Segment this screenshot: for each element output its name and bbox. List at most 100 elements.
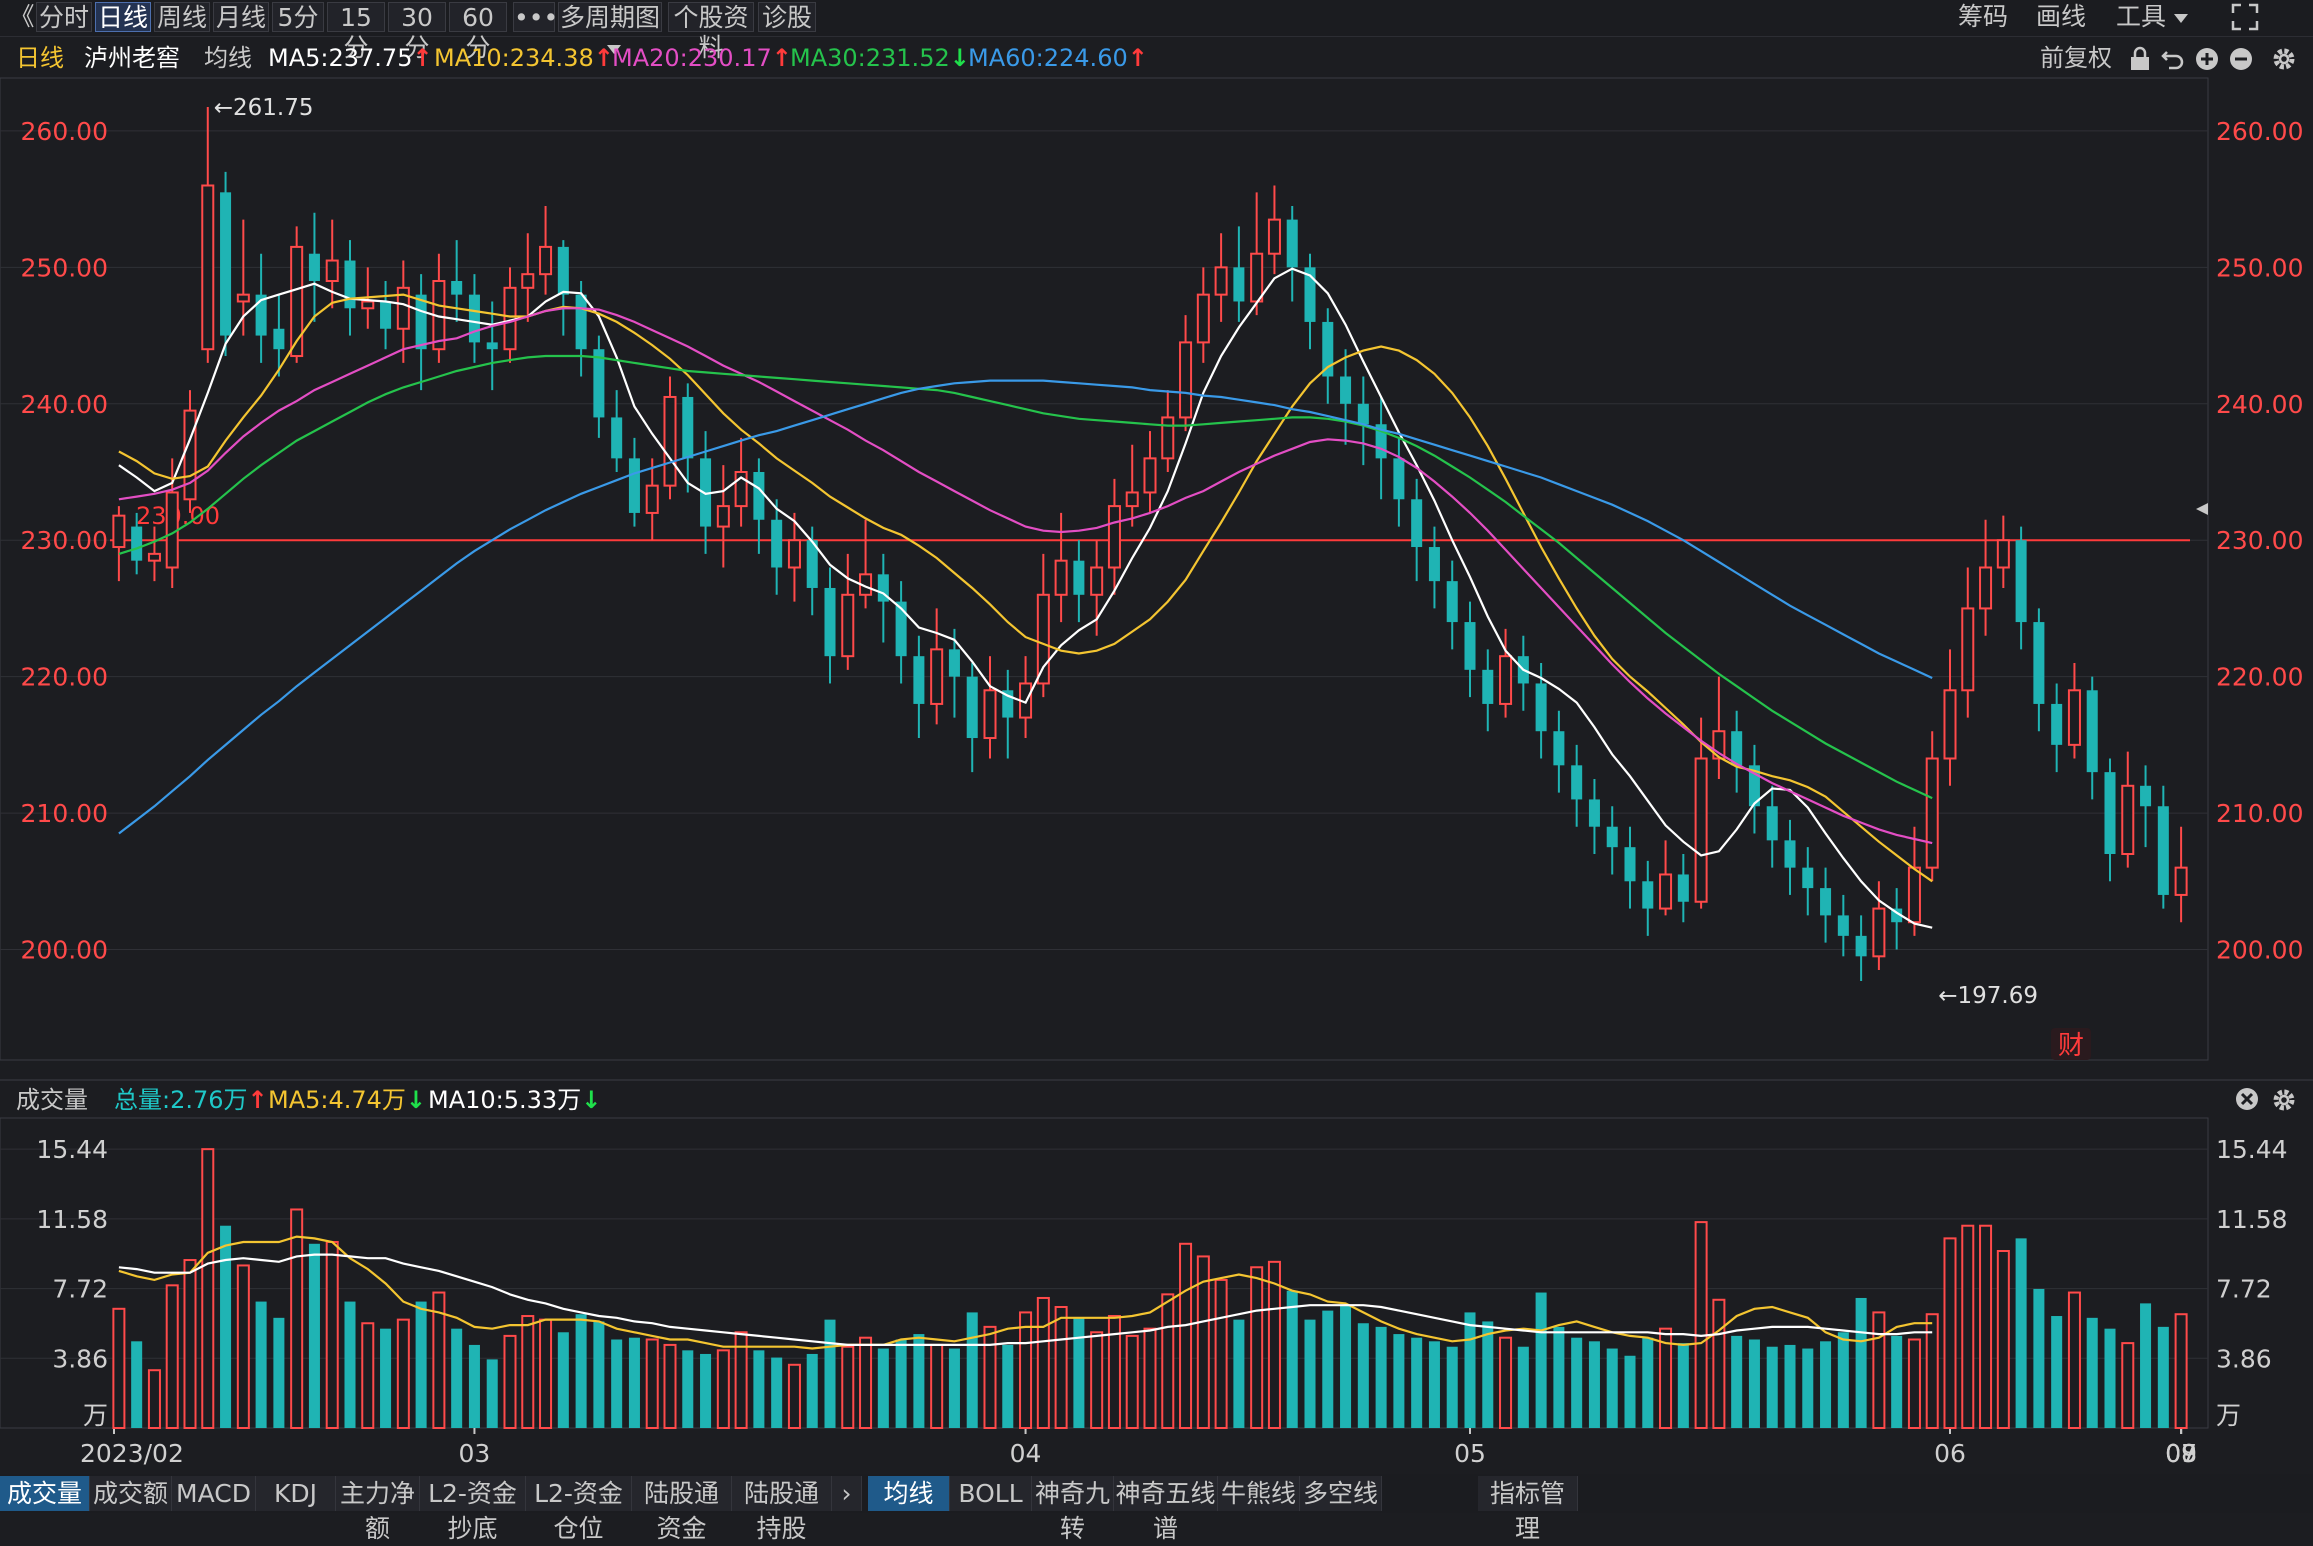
arrow-up-icon: ↑ bbox=[247, 1086, 268, 1114]
tab-magic-five[interactable]: 神奇五线谱 bbox=[1114, 1476, 1218, 1543]
fullscreen-icon[interactable] bbox=[2230, 2, 2260, 32]
volume-bar-down bbox=[380, 1328, 392, 1428]
volume-bar-up bbox=[1979, 1224, 1993, 1429]
tab-ma[interactable]: 均线 bbox=[868, 1476, 950, 1511]
candle-body-up bbox=[1125, 491, 1139, 508]
volume-bar-up bbox=[112, 1307, 126, 1430]
tab-intraday[interactable]: 分时 bbox=[36, 2, 92, 32]
arrow-down-icon: ↓ bbox=[949, 44, 970, 72]
tab-15min[interactable]: 15分 bbox=[327, 2, 385, 62]
adjust-mode-button[interactable]: 前复权 bbox=[2040, 44, 2112, 72]
tools-dropdown[interactable]: 工具 bbox=[2116, 2, 2189, 32]
candle-body-up bbox=[1694, 757, 1708, 903]
close-icon[interactable] bbox=[2234, 1086, 2260, 1122]
volume-bar-down bbox=[700, 1353, 712, 1428]
candle-body-down bbox=[2157, 806, 2169, 895]
candle-body-up bbox=[325, 259, 339, 282]
candle-body-down bbox=[2033, 622, 2045, 704]
volume-bar-down bbox=[1304, 1319, 1316, 1428]
tab-macd[interactable]: MACD bbox=[172, 1476, 256, 1511]
volume-bar-up bbox=[361, 1322, 375, 1430]
more-periods-button[interactable]: ••• bbox=[513, 2, 559, 32]
price-tick-label: 200.00 bbox=[21, 936, 108, 965]
tab-30min[interactable]: 30分 bbox=[388, 2, 446, 62]
ma5-text: MA5:237.75 bbox=[268, 44, 413, 72]
candle-body-down bbox=[1464, 622, 1476, 670]
tab-connect-holdings[interactable]: 陆股通持股 bbox=[732, 1476, 832, 1543]
volume-bar-up bbox=[2174, 1313, 2188, 1429]
lock-icon[interactable] bbox=[2128, 38, 2152, 78]
tab-60min[interactable]: 60分 bbox=[449, 2, 507, 62]
tab-volume[interactable]: 成交量 bbox=[0, 1476, 90, 1511]
multi-period-label: 多周期图 bbox=[559, 3, 660, 32]
volume-bar-up bbox=[859, 1336, 873, 1430]
zoom-out-icon[interactable] bbox=[2228, 38, 2254, 78]
volume-bar-up bbox=[1694, 1221, 1708, 1430]
undo-icon[interactable] bbox=[2160, 38, 2186, 78]
gear-icon[interactable] bbox=[2270, 1086, 2298, 1124]
volume-bar-up bbox=[1961, 1224, 1975, 1429]
stock-profile-button[interactable]: 个股资料 bbox=[668, 2, 754, 62]
candle-body-down bbox=[1855, 935, 1867, 957]
candle-body-up bbox=[841, 593, 855, 658]
volume-bar-up bbox=[1214, 1278, 1228, 1430]
tab-l2-position[interactable]: L2-资金仓位 bbox=[526, 1476, 632, 1543]
tab-turnover[interactable]: 成交额 bbox=[90, 1476, 172, 1511]
volume-bar-up bbox=[645, 1338, 659, 1430]
arrow-down-icon: ↓ bbox=[581, 1086, 602, 1114]
volume-bar-down bbox=[1802, 1348, 1814, 1428]
tab-bull-bear[interactable]: 牛熊线 bbox=[1218, 1476, 1300, 1511]
volume-bar-down bbox=[611, 1339, 623, 1428]
volume-bar-down bbox=[895, 1339, 907, 1428]
volume-bar-down bbox=[1286, 1290, 1298, 1428]
tab-main-net[interactable]: 主力净额 bbox=[336, 1476, 420, 1543]
multi-period-dropdown[interactable]: 多周期图 bbox=[558, 2, 662, 54]
volume-bar-down bbox=[1002, 1344, 1014, 1428]
volume-bar-down bbox=[1535, 1292, 1547, 1428]
kline-chart[interactable]: 260.00 250.00 240.00 230.00 220.00 210.00 200.… bbox=[0, 0, 2313, 1474]
tab-long-short[interactable]: 多空线 bbox=[1300, 1476, 1382, 1511]
tab-daily[interactable]: 日线 bbox=[95, 2, 151, 32]
date-label: 07 bbox=[2165, 1439, 2197, 1468]
candle-body-down bbox=[1073, 560, 1085, 595]
candle-body-down bbox=[415, 294, 427, 350]
candle-body-down bbox=[1588, 799, 1600, 827]
indicator-manage-button[interactable]: 指标管理 bbox=[1478, 1476, 1578, 1543]
tab-magic-nine[interactable]: 神奇九转 bbox=[1032, 1476, 1114, 1543]
tab-boll[interactable]: BOLL bbox=[950, 1476, 1032, 1511]
ma-settings-label[interactable]: 均线 bbox=[204, 44, 252, 72]
diagnose-button[interactable]: 诊股 bbox=[758, 2, 816, 32]
volume-bar-up bbox=[1179, 1242, 1193, 1430]
candle-body-up bbox=[1267, 218, 1281, 255]
double-chevron-left-icon[interactable]: 《 bbox=[9, 2, 35, 31]
volume-bar-up bbox=[1036, 1296, 1050, 1429]
zoom-in-icon[interactable] bbox=[2194, 38, 2220, 78]
chevron-right-icon[interactable]: › bbox=[832, 1476, 862, 1511]
draw-line-button[interactable]: 画线 bbox=[2036, 2, 2087, 31]
gear-icon[interactable] bbox=[2270, 38, 2298, 78]
volume-bar-down bbox=[1517, 1346, 1529, 1428]
tab-weekly[interactable]: 周线 bbox=[154, 2, 210, 32]
candle-body-up bbox=[396, 286, 410, 330]
tab-5min[interactable]: 5分 bbox=[272, 2, 324, 32]
chips-button[interactable]: 筹码 bbox=[1958, 2, 2009, 31]
tab-kdj[interactable]: KDJ bbox=[256, 1476, 336, 1511]
candle-body-up bbox=[1961, 607, 1975, 692]
volume-bar-up bbox=[1659, 1327, 1673, 1429]
price-panel-frame bbox=[0, 77, 2209, 1061]
tools-label: 工具 bbox=[2116, 2, 2167, 31]
candle-body-up bbox=[1196, 293, 1210, 344]
volume-bar-up bbox=[1943, 1237, 1957, 1430]
candle-body-up bbox=[1872, 907, 1886, 958]
tab-monthly[interactable]: 月线 bbox=[213, 2, 269, 32]
finance-logo[interactable] bbox=[2051, 1028, 2091, 1060]
tab-l2-bottom[interactable]: L2-资金抄底 bbox=[420, 1476, 526, 1543]
volume-bar-down bbox=[966, 1312, 978, 1428]
candle-body-down bbox=[1553, 731, 1565, 766]
volume-bar-up bbox=[716, 1349, 730, 1429]
candle-body-down bbox=[877, 574, 889, 602]
volume-bar-up bbox=[2121, 1342, 2135, 1429]
candle-body-up bbox=[2174, 866, 2188, 896]
tab-connect-funds[interactable]: 陆股通资金 bbox=[632, 1476, 732, 1543]
volume-bar-down bbox=[557, 1332, 569, 1428]
